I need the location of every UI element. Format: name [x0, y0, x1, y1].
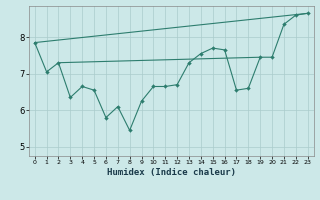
X-axis label: Humidex (Indice chaleur): Humidex (Indice chaleur): [107, 168, 236, 177]
